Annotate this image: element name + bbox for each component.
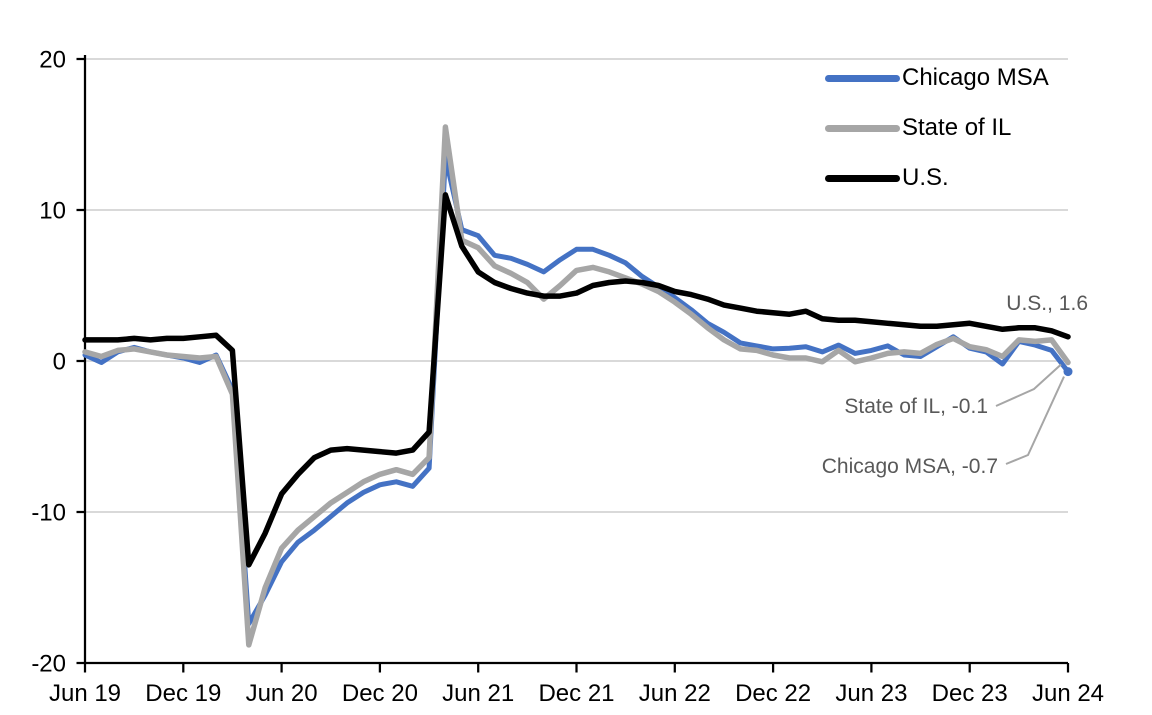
x-tick-label: Jun 20: [246, 680, 318, 707]
y-tick-label: 10: [39, 198, 66, 225]
legend-label: U.S.: [902, 164, 949, 191]
series-line-state-of-il: [82, 124, 1071, 648]
y-tick-label: 20: [39, 47, 66, 74]
x-tick-label: Dec 21: [538, 680, 614, 707]
state-of-il-end-value-label: State of IL, -0.1: [844, 395, 988, 418]
chicago-msa-end-marker: [1063, 367, 1073, 377]
legend-item-chicago-msa[interactable]: Chicago MSA: [825, 53, 1049, 103]
x-tick-label: Jun 22: [639, 680, 711, 707]
us-line-swatch: [825, 174, 900, 182]
state-of-il-leader-line: [995, 363, 1062, 407]
y-tick-label: -10: [31, 500, 66, 527]
x-tick-label: Jun 19: [49, 680, 121, 707]
x-tick-label: Jun 23: [835, 680, 907, 707]
y-tick-label: 0: [53, 349, 66, 376]
chicago-msa-end-value-label: Chicago MSA, -0.7: [821, 455, 998, 478]
us-end-value-label: U.S., 1.6: [1006, 292, 1088, 315]
chicago-msa-leader-line: [1005, 376, 1065, 465]
x-tick-label: Jun 24: [1032, 680, 1104, 707]
state-of-il-line-swatch: [825, 124, 900, 132]
x-tick-label: Dec 19: [145, 680, 221, 707]
legend: Chicago MSA State of IL U.S.: [825, 53, 1049, 203]
x-tick-label: Jun 21: [442, 680, 514, 707]
y-tick-label: -20: [31, 651, 66, 678]
x-tick-label: Dec 23: [932, 680, 1008, 707]
series-line-u-s-: [82, 192, 1071, 568]
legend-item-state-of-il[interactable]: State of IL: [825, 103, 1049, 153]
legend-label: Chicago MSA: [902, 64, 1049, 91]
legend-item-us[interactable]: U.S.: [825, 153, 1049, 203]
x-tick-label: Dec 20: [342, 680, 418, 707]
legend-label: State of IL: [902, 114, 1012, 141]
chicago-msa-line-swatch: [825, 74, 900, 82]
x-tick-label: Dec 22: [735, 680, 811, 707]
